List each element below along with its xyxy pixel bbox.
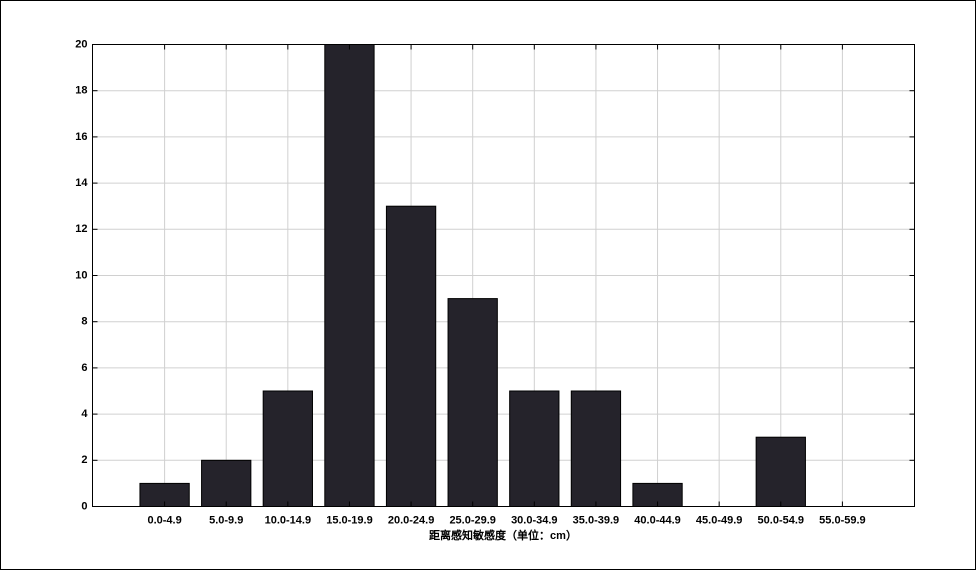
x-axis-label: 距离感知敏感度（单位：cm） xyxy=(429,528,577,542)
bar xyxy=(570,390,622,507)
bar xyxy=(262,390,313,507)
y-tick-label: 2 xyxy=(81,454,87,466)
y-tick-label: 10 xyxy=(75,269,87,281)
y-tick-label: 4 xyxy=(81,408,88,420)
x-tick-label: 15.0-19.9 xyxy=(326,514,372,526)
x-tick-label: 50.0-54.9 xyxy=(758,514,804,526)
x-tick-label: 45.0-49.9 xyxy=(696,514,742,526)
y-tick-label: 20 xyxy=(75,38,87,50)
bar xyxy=(385,205,437,507)
x-tick-label: 25.0-29.9 xyxy=(449,514,495,526)
x-tick-label: 35.0-39.9 xyxy=(573,514,619,526)
bar xyxy=(755,436,806,508)
bars xyxy=(139,44,806,508)
bar xyxy=(201,459,252,507)
y-tick-label: 12 xyxy=(75,223,87,235)
y-tick-label: 14 xyxy=(75,177,88,189)
y-tick-label: 16 xyxy=(75,131,87,143)
bar xyxy=(324,44,375,507)
x-tick-label: 0.0-4.9 xyxy=(147,514,181,526)
x-tick-label: 5.0-9.9 xyxy=(209,514,243,526)
y-tick-label: 0 xyxy=(81,500,87,512)
x-tick-label: 10.0-14.9 xyxy=(265,514,311,526)
x-tick-label: 40.0-44.9 xyxy=(634,514,680,526)
y-tick-label: 6 xyxy=(81,362,87,374)
x-tick-label: 30.0-34.9 xyxy=(511,514,557,526)
x-tick-label: 55.0-59.9 xyxy=(819,514,865,526)
bar xyxy=(509,390,560,507)
y-tick-label: 8 xyxy=(81,316,87,328)
bar xyxy=(447,298,498,507)
y-tick-label: 18 xyxy=(75,85,87,97)
x-tick-label: 20.0-24.9 xyxy=(388,514,434,526)
